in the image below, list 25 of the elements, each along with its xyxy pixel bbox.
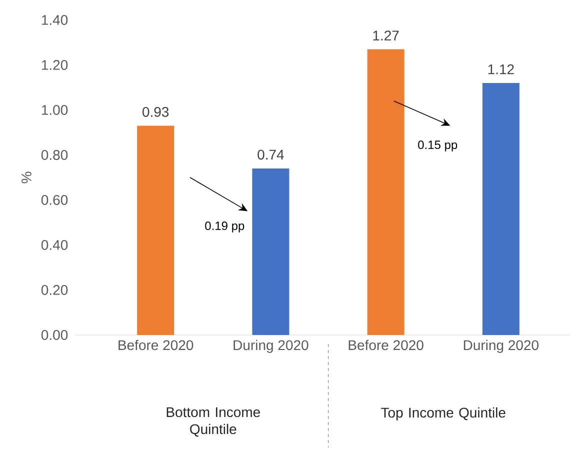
y-tick-label: 1.00 <box>42 105 68 115</box>
y-tick-label: 0.20 <box>41 285 68 295</box>
y-axis-title: % <box>22 172 32 184</box>
x-tick-label: Before 2020 <box>118 340 194 350</box>
x-tick-label: During 2020 <box>234 340 308 353</box>
x-tick-label: Before 2020 <box>348 340 424 350</box>
bar <box>367 49 404 335</box>
y-tick-label: 1.20 <box>42 60 68 70</box>
bar <box>482 82 520 335</box>
annotation: 0.15 pp <box>418 140 458 152</box>
data-label: 1.27 <box>373 30 399 40</box>
y-tick-label: 0.80 <box>41 150 68 160</box>
y-tick-label: 0.40 <box>41 240 68 250</box>
bar <box>252 168 290 335</box>
annotation: 0.19 pp <box>205 222 244 232</box>
x-tick-label: During 2020 <box>464 340 538 353</box>
bar <box>137 126 174 335</box>
text: Bottom Income Quintile <box>166 407 260 437</box>
y-tick-label: 0.60 <box>41 195 68 205</box>
y-tick-label: 1.40 <box>42 15 68 25</box>
data-label: 0.93 <box>142 106 169 117</box>
y-tick-label: 0.00 <box>41 330 68 340</box>
data-label: 0.74 <box>258 150 284 160</box>
data-label: 1.12 <box>488 64 514 74</box>
text: Top Income Quintile <box>381 407 506 420</box>
